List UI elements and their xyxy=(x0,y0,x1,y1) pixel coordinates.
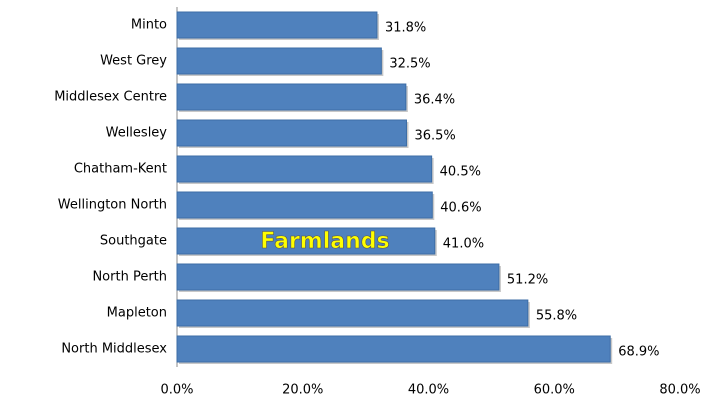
y-tick-label: Mapleton xyxy=(107,306,167,321)
x-tick-label: 40.0% xyxy=(408,383,449,398)
data-label: 36.5% xyxy=(414,129,455,144)
bar xyxy=(176,335,611,363)
x-tick-label: 20.0% xyxy=(282,383,323,398)
bar xyxy=(176,263,500,291)
y-tick-label: Chatham-Kent xyxy=(74,162,167,177)
y-tick-label: North Perth xyxy=(92,270,167,285)
bar xyxy=(176,155,433,183)
data-label: 55.8% xyxy=(536,309,577,324)
data-label: 40.6% xyxy=(440,201,481,216)
data-label: 36.4% xyxy=(414,93,455,108)
data-label: 31.8% xyxy=(385,21,426,36)
data-label: 68.9% xyxy=(618,345,659,360)
y-tick-label: Minto xyxy=(131,18,167,33)
x-tick-label: 60.0% xyxy=(534,383,575,398)
bar xyxy=(176,191,433,219)
bar xyxy=(176,11,378,39)
bar xyxy=(176,299,529,327)
y-tick-label: Southgate xyxy=(100,234,167,249)
bar xyxy=(176,227,436,255)
bar xyxy=(176,83,407,111)
y-tick-label: Wellesley xyxy=(106,126,168,141)
x-tick-label: 0.0% xyxy=(160,383,193,398)
bar xyxy=(176,119,407,147)
data-label: 32.5% xyxy=(389,57,430,72)
data-label: 41.0% xyxy=(443,237,484,252)
bar xyxy=(176,47,382,75)
x-tick-label: 80.0% xyxy=(659,383,700,398)
data-label: 40.5% xyxy=(440,165,481,180)
annotation: Farmlands xyxy=(260,229,389,254)
data-label: 51.2% xyxy=(507,273,548,288)
y-tick-label: Middlesex Centre xyxy=(54,90,167,105)
y-tick-label: North Middlesex xyxy=(61,342,167,357)
y-tick-label: Wellington North xyxy=(58,198,167,213)
y-tick-label: West Grey xyxy=(100,54,167,69)
